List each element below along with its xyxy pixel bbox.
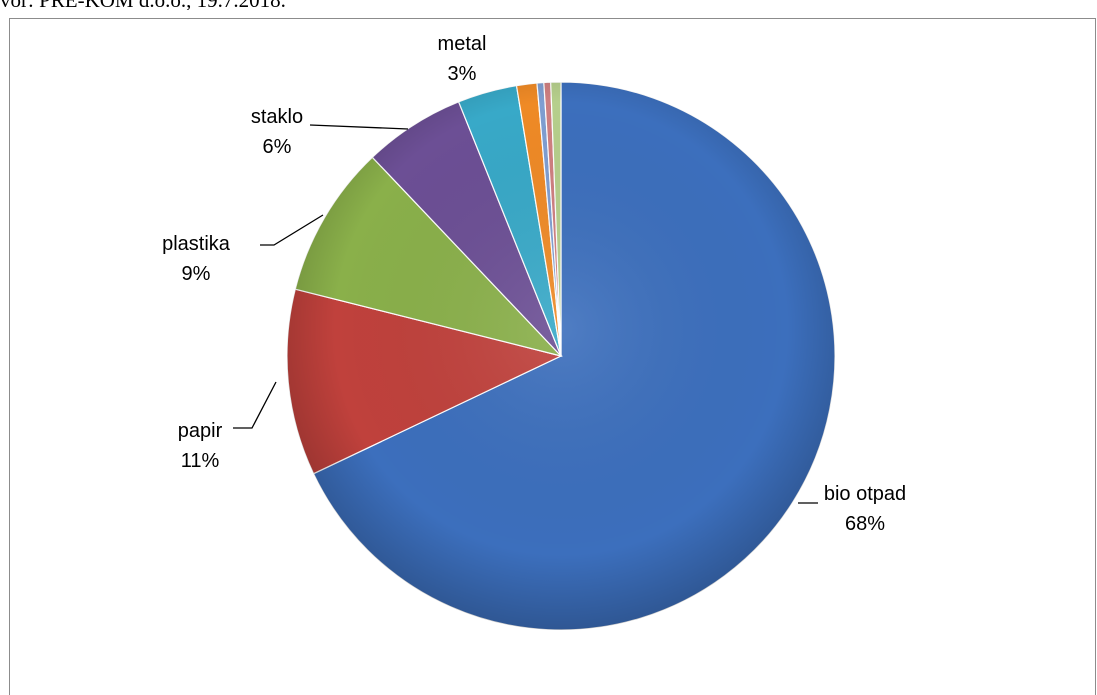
slice-label-plastika: plastika — [162, 233, 231, 255]
slice-label-papir: papir — [178, 420, 223, 442]
slice-percent-papir: 11% — [181, 450, 220, 472]
leader-line-papir — [233, 381, 277, 429]
slice-percent-plastika: 9% — [182, 263, 211, 285]
slice-label-metal: metal — [438, 33, 487, 55]
slice-percent-staklo: 6% — [263, 136, 292, 158]
leader-line-plastika — [260, 214, 324, 246]
slice-percent-bio-otpad: 68% — [845, 513, 885, 535]
caption-text: vor: PRE-KOM d.o.o., 19.7.2018. — [0, 0, 1097, 10]
slice-label-bio-otpad: bio otpad — [824, 483, 906, 505]
slice-label-staklo: staklo — [251, 106, 303, 128]
slice-percent-metal: 3% — [448, 63, 477, 85]
chart-area — [9, 18, 1096, 695]
leader-line-staklo — [309, 124, 409, 130]
pie-shading — [287, 82, 835, 630]
